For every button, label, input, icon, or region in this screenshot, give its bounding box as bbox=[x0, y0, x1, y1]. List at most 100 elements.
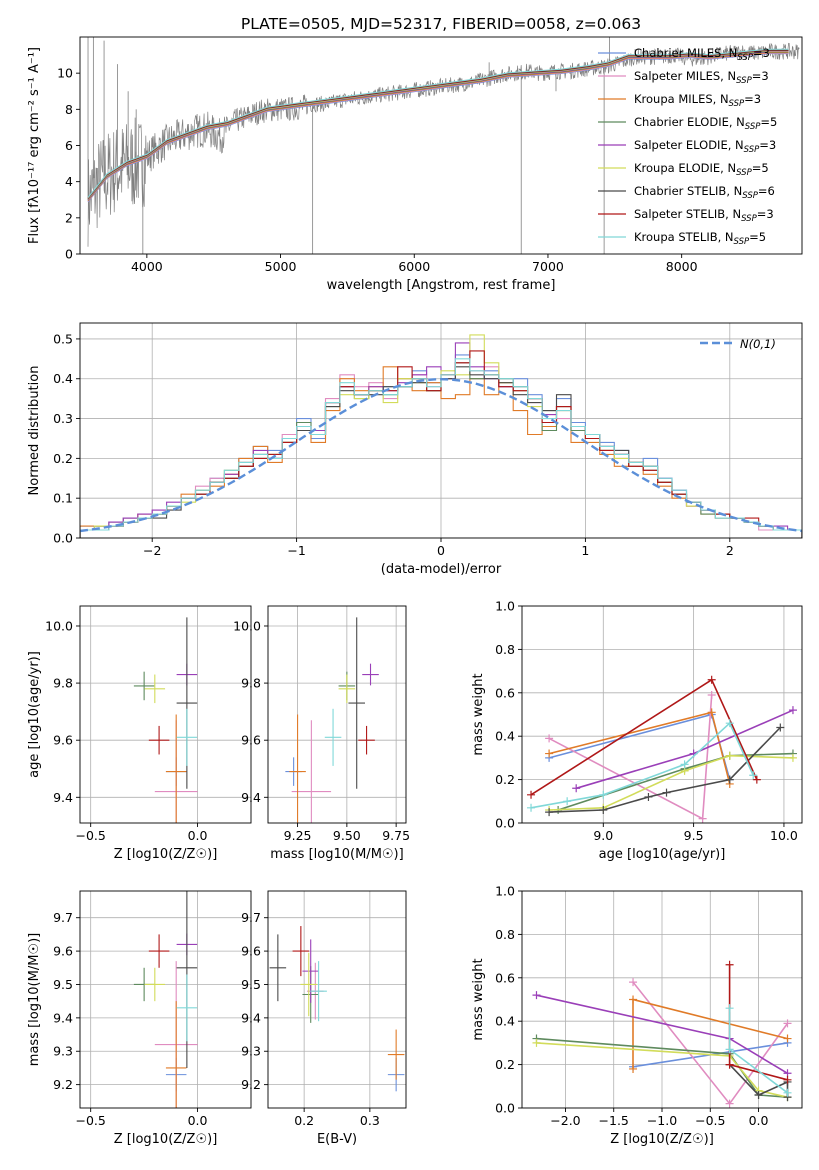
plot-area-mass_vs_Z bbox=[80, 891, 251, 1108]
errorbar-point-2 bbox=[165, 1001, 187, 1108]
y-axis-label: mass [log10(M/M☉)] bbox=[27, 933, 42, 1066]
y-tick-label: 0.0 bbox=[495, 1101, 515, 1116]
weight-marker-7 bbox=[783, 1075, 792, 1084]
weight-marker-8 bbox=[599, 790, 608, 799]
y-tick-label: 4 bbox=[65, 174, 73, 189]
legend-entry-tail: =5 bbox=[752, 161, 769, 175]
weight-marker-4 bbox=[572, 784, 581, 793]
x-tick-label: 7000 bbox=[532, 259, 564, 274]
errorbar-point-6 bbox=[269, 934, 287, 1002]
plot-area-age_vs_mass bbox=[268, 606, 406, 823]
errorbar-point-7 bbox=[292, 926, 310, 977]
y-tick-label: 0.5 bbox=[53, 331, 73, 346]
y-tick-label: 9.4 bbox=[53, 790, 73, 805]
legend-entry-6: Chabrier STELIB, NSSP=6 bbox=[634, 184, 775, 201]
weight-marker-6 bbox=[725, 775, 734, 784]
weight-marker-8 bbox=[563, 797, 572, 806]
legend-entry-sub: SSP bbox=[744, 145, 760, 155]
weight-marker-1 bbox=[707, 690, 716, 699]
errorbar-point-5 bbox=[144, 674, 166, 704]
legend-entry-7: Salpeter STELIB, NSSP=3 bbox=[634, 207, 774, 224]
axes-frame bbox=[267, 890, 407, 1109]
legend-entry-tail: =5 bbox=[760, 115, 777, 129]
legend-entry-tail: =5 bbox=[749, 230, 766, 244]
weight-marker-5 bbox=[788, 753, 797, 762]
weight-marker-2 bbox=[545, 749, 554, 758]
weight-line-3 bbox=[557, 752, 794, 811]
x-tick-label: 5000 bbox=[265, 259, 297, 274]
legend-entry-sub: SSP bbox=[742, 191, 758, 201]
plot-area-mass_weight_vs_age bbox=[522, 606, 802, 823]
y-tick-label: 0.8 bbox=[495, 927, 515, 942]
x-tick-label: 4000 bbox=[131, 259, 163, 274]
x-tick-label: −1 bbox=[287, 543, 305, 558]
y-tick-label: 9.8 bbox=[53, 676, 73, 691]
weight-marker-1 bbox=[725, 1099, 734, 1108]
y-tick-label: 9.4 bbox=[241, 1010, 261, 1025]
legend-entry-sub: SSP bbox=[737, 53, 753, 63]
x-tick-label: 0.0 bbox=[188, 828, 208, 843]
y-tick-label: 0 bbox=[65, 247, 73, 262]
weight-marker-6 bbox=[599, 805, 608, 814]
y-tick-label: 0.2 bbox=[53, 451, 73, 466]
y-tick-label: 1.0 bbox=[495, 599, 515, 614]
x-tick-label: 8000 bbox=[666, 259, 698, 274]
legend-entry-5: Kroupa ELODIE, NSSP=5 bbox=[634, 161, 769, 178]
x-tick-label: 0.2 bbox=[294, 1113, 314, 1128]
y-tick-label: 10.0 bbox=[45, 618, 73, 633]
y-tick-label: 0.1 bbox=[53, 491, 73, 506]
axes-frame bbox=[79, 322, 803, 539]
weight-marker-8 bbox=[783, 1088, 792, 1097]
model-line-8 bbox=[87, 48, 789, 198]
weight-marker-7 bbox=[527, 790, 536, 799]
legend-entry-sub: SSP bbox=[729, 99, 745, 109]
weight-marker-8 bbox=[749, 771, 758, 780]
y-tick-label: 9.7 bbox=[241, 910, 261, 925]
x-tick-label: −1.5 bbox=[599, 1113, 629, 1128]
legend-entry-name: Kroupa MILES, N bbox=[634, 92, 729, 106]
x-axis-label: (data-model)/error bbox=[381, 562, 502, 577]
panel-mass_weight_vs_Z: −2.0 −1.5 −1.0 −0.5 0.0 0.0 0.2 0.4 0.6 0.8 1.0 Z [… bbox=[471, 884, 803, 1147]
errorbar-point-5 bbox=[144, 967, 166, 1002]
plot-area-mass_weight_vs_Z bbox=[522, 891, 802, 1108]
legend-entry-3: Chabrier ELODIE, NSSP=5 bbox=[634, 115, 777, 132]
legend-entry-sub: SSP bbox=[741, 214, 757, 224]
x-axis-label: wavelength [Angstrom, rest frame] bbox=[327, 278, 556, 293]
axes-frame bbox=[521, 605, 803, 824]
y-tick-label: 0.4 bbox=[495, 729, 515, 744]
x-tick-label: 10.0 bbox=[770, 828, 798, 843]
y-tick-label: 10.0 bbox=[233, 618, 261, 633]
x-axis-label: Z [log10(Z/Z☉)] bbox=[114, 1132, 218, 1147]
legend-entry-sub: SSP bbox=[745, 122, 761, 132]
plot-area-residuals bbox=[80, 323, 802, 538]
y-tick-label: 1.0 bbox=[495, 884, 515, 899]
errorbar-point-2 bbox=[165, 714, 187, 823]
y-tick-label: 9.4 bbox=[241, 790, 261, 805]
x-axis-label: mass [log10(M/M☉)] bbox=[270, 847, 403, 862]
legend-entry-tail: =3 bbox=[753, 46, 770, 60]
weight-marker-2 bbox=[707, 708, 716, 717]
legend-entry-8: Kroupa STELIB, NSSP=5 bbox=[634, 230, 766, 247]
y-tick-label: 0.3 bbox=[53, 411, 73, 426]
errorbar-point-2 bbox=[289, 714, 306, 823]
weight-line-6 bbox=[549, 726, 781, 813]
panel-mass_weight_vs_age: 9.0 9.5 10.0 0.0 0.2 0.4 0.6 0.8 1.0 age [log10(a… bbox=[471, 599, 803, 862]
errorbar-point-4 bbox=[302, 939, 319, 1003]
weight-marker-6 bbox=[662, 788, 671, 797]
legend-entry-normal: N(0,1) bbox=[740, 337, 776, 351]
y-axis-label: age [log10(age/yr)] bbox=[27, 651, 42, 778]
y-tick-label: 9.6 bbox=[241, 944, 261, 959]
weight-marker-1 bbox=[545, 734, 554, 743]
x-tick-label: −2.0 bbox=[550, 1113, 580, 1128]
x-tick-label: 6000 bbox=[398, 259, 430, 274]
panel-mass_vs_Z: −0.5 0.0 9.2 9.3 9.4 9.5 9.6 9.7 Z [log10(Z/Z☉)]… bbox=[27, 890, 252, 1147]
legend-entry-name: Kroupa ELODIE, N bbox=[634, 161, 736, 175]
figure-title: PLATE=0505, MJD=52317, FIBERID=0058, z=0… bbox=[241, 15, 641, 33]
legend-entry-name: Chabrier MILES, N bbox=[634, 46, 737, 60]
legend-entry-name: Kroupa STELIB, N bbox=[634, 230, 734, 244]
x-axis-label: E(B-V) bbox=[317, 1132, 357, 1147]
y-tick-label: 0.8 bbox=[495, 642, 515, 657]
x-tick-label: 9.50 bbox=[333, 828, 361, 843]
